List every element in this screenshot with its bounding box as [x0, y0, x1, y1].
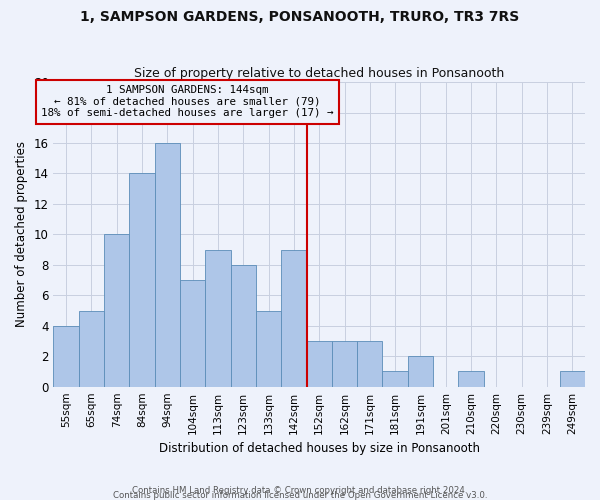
Y-axis label: Number of detached properties: Number of detached properties: [15, 142, 28, 328]
Bar: [332, 341, 357, 386]
Bar: [155, 143, 180, 386]
Bar: [230, 265, 256, 386]
Bar: [560, 372, 585, 386]
Bar: [382, 372, 408, 386]
Bar: [256, 310, 281, 386]
Bar: [307, 341, 332, 386]
Text: Contains public sector information licensed under the Open Government Licence v3: Contains public sector information licen…: [113, 490, 487, 500]
Bar: [130, 174, 155, 386]
Text: Contains HM Land Registry data © Crown copyright and database right 2024.: Contains HM Land Registry data © Crown c…: [132, 486, 468, 495]
Bar: [205, 250, 230, 386]
Text: 1, SAMPSON GARDENS, PONSANOOTH, TRURO, TR3 7RS: 1, SAMPSON GARDENS, PONSANOOTH, TRURO, T…: [80, 10, 520, 24]
Bar: [357, 341, 382, 386]
Bar: [408, 356, 433, 386]
X-axis label: Distribution of detached houses by size in Ponsanooth: Distribution of detached houses by size …: [159, 442, 480, 455]
Bar: [79, 310, 104, 386]
Bar: [180, 280, 205, 386]
Bar: [458, 372, 484, 386]
Text: 1 SAMPSON GARDENS: 144sqm
← 81% of detached houses are smaller (79)
18% of semi-: 1 SAMPSON GARDENS: 144sqm ← 81% of detac…: [41, 85, 334, 118]
Bar: [53, 326, 79, 386]
Bar: [281, 250, 307, 386]
Bar: [104, 234, 130, 386]
Title: Size of property relative to detached houses in Ponsanooth: Size of property relative to detached ho…: [134, 66, 505, 80]
